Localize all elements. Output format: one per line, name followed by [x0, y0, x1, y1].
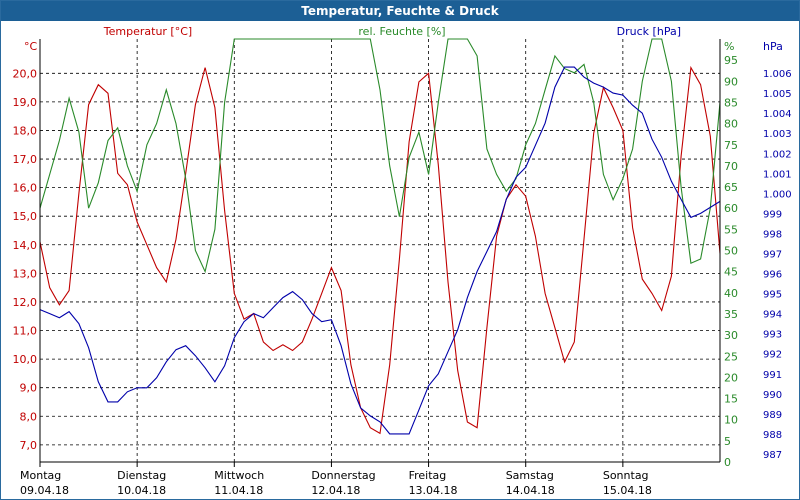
- series-line-druck: [39, 66, 721, 435]
- pressure-tick-label: 997: [763, 250, 782, 261]
- temperature-tick-label: 20,0: [13, 67, 38, 80]
- pressure-tick-label: 992: [763, 350, 782, 361]
- humidity-tick-label: 95: [724, 54, 738, 67]
- pressure-tick-label: 989: [763, 410, 782, 421]
- humidity-tick-label: 45: [724, 266, 738, 279]
- temperature-unit-label: °C: [24, 40, 38, 53]
- pressure-tick-label: 987: [763, 450, 782, 461]
- x-tick-date: 15.04.18: [603, 484, 652, 497]
- temperature-tick-label: 7,0: [20, 439, 38, 452]
- humidity-tick-label: 55: [724, 223, 738, 236]
- humidity-tick-label: 70: [724, 160, 738, 173]
- humidity-tick-label: 25: [724, 350, 738, 363]
- humidity-tick-label: 90: [724, 75, 738, 88]
- axis-labels: Temperatur [°C] rel. Feuchte [%] Druck [hP…: [24, 25, 783, 53]
- x-tick-day: Sonntag: [603, 469, 649, 482]
- x-tick-day: Mittwoch: [214, 469, 264, 482]
- pressure-tick-label: 1.002: [763, 149, 792, 160]
- pressure-tick-label: 990: [763, 390, 782, 401]
- pressure-tick-label: 1.000: [763, 189, 792, 200]
- humidity-tick-label: 0: [724, 456, 731, 469]
- pressure-tick-label: 1.003: [763, 129, 792, 140]
- humidity-tick-label: 75: [724, 139, 738, 152]
- humidity-tick-label: 85: [724, 96, 738, 109]
- x-tick-date: 10.04.18: [117, 484, 166, 497]
- series-lines: [39, 38, 721, 435]
- x-tick-day: Dienstag: [117, 469, 166, 482]
- humidity-tick-label: 80: [724, 118, 738, 131]
- grid-lines: [40, 39, 720, 462]
- x-tick-date: 12.04.18: [311, 484, 360, 497]
- pressure-unit-label: hPa: [763, 40, 783, 53]
- pressure-tick-label: 994: [763, 310, 782, 321]
- temperature-tick-label: 17,0: [13, 153, 38, 166]
- pressure-tick-label: 998: [763, 229, 782, 240]
- humidity-tick-label: 15: [724, 393, 738, 406]
- temperature-axis: 7,0 8,0 9,0 10,0 11,0 12,0 13,0 14,0 15,0 16,0 17,…: [13, 67, 38, 452]
- x-tick-date: 14.04.18: [506, 484, 555, 497]
- x-tick-day: Montag: [20, 469, 61, 482]
- temperature-tick-label: 15,0: [13, 210, 38, 223]
- temperature-tick-label: 19,0: [13, 96, 38, 109]
- pressure-tick-label: 1.004: [763, 109, 792, 120]
- humidity-tick-label: 40: [724, 287, 738, 300]
- pressure-tick-label: 993: [763, 330, 782, 341]
- pressure-tick-label: 988: [763, 430, 782, 441]
- pressure-tick-label: 999: [763, 209, 782, 220]
- humidity-axis-label: rel. Feuchte [%]: [358, 25, 445, 38]
- pressure-tick-label: 1.006: [763, 69, 792, 80]
- humidity-tick-label: 5: [724, 435, 731, 448]
- plot-border: [39, 39, 721, 463]
- x-tick-date: 09.04.18: [20, 484, 69, 497]
- temperature-tick-label: 9,0: [20, 382, 38, 395]
- pressure-tick-label: 991: [763, 370, 782, 381]
- pressure-tick-label: 995: [763, 290, 782, 301]
- temperature-tick-label: 8,0: [20, 410, 38, 423]
- pressure-tick-label: 1.005: [763, 89, 792, 100]
- humidity-tick-label: 35: [724, 308, 738, 321]
- x-tick-day: Samstag: [506, 469, 554, 482]
- temperature-axis-label: Temperatur [°C]: [103, 25, 192, 38]
- chart-title: Temperatur, Feuchte & Druck: [1, 1, 799, 21]
- temperature-tick-label: 11,0: [13, 325, 38, 338]
- humidity-tick-label: 10: [724, 414, 738, 427]
- humidity-tick-label: 20: [724, 371, 738, 384]
- humidity-tick-label: 65: [724, 181, 738, 194]
- humidity-axis: 0 5 10 15 20 25 30 35 40 45 50 55 60 65 70 75 80 85 90 95: [724, 54, 738, 469]
- series-line-temperatur: [39, 65, 721, 435]
- pressure-axis: 987 988 989 990 991 992 993 994 995 996 997 998 999 1…: [763, 69, 792, 461]
- temperature-tick-label: 18,0: [13, 124, 38, 137]
- pressure-tick-label: 996: [763, 270, 782, 281]
- pressure-axis-label: Druck [hPa]: [617, 25, 681, 38]
- temperature-tick-label: 16,0: [13, 182, 38, 195]
- x-tick-day: Freitag: [409, 469, 447, 482]
- pressure-tick-label: 1.001: [763, 169, 792, 180]
- humidity-tick-label: 30: [724, 329, 738, 342]
- x-tick-date: 11.04.18: [214, 484, 263, 497]
- humidity-tick-label: 60: [724, 202, 738, 215]
- temperature-tick-label: 10,0: [13, 353, 38, 366]
- x-axis: Montag 09.04.18 Dienstag 10.04.18 Mittwoch 11…: [20, 462, 652, 497]
- temperature-tick-label: 12,0: [13, 296, 38, 309]
- humidity-unit-label: %: [724, 40, 734, 53]
- x-tick-date: 13.04.18: [409, 484, 458, 497]
- x-tick-day: Donnerstag: [311, 469, 375, 482]
- temperature-tick-label: 14,0: [13, 239, 38, 252]
- series-line-rel-feuchte: [39, 38, 721, 274]
- humidity-tick-label: 50: [724, 245, 738, 258]
- temperature-tick-label: 13,0: [13, 267, 38, 280]
